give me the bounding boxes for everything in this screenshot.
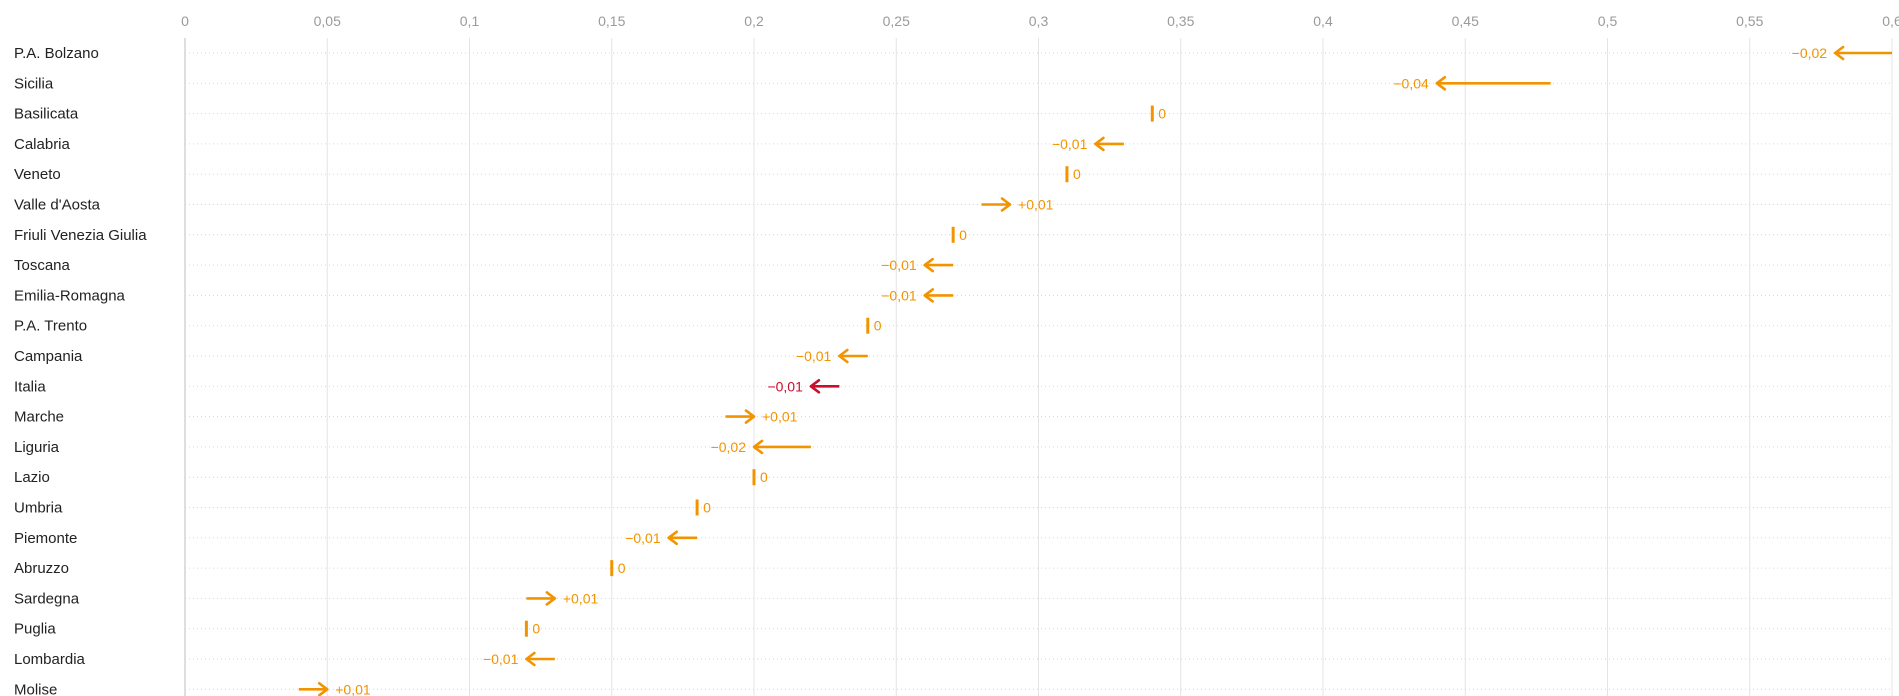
row-label: Emilia-Romagna <box>14 287 126 304</box>
row-label: Sicilia <box>14 75 54 92</box>
change-arrow-head <box>1435 76 1447 91</box>
change-arrow-head <box>1000 197 1012 212</box>
change-arrow-head <box>1094 136 1105 152</box>
x-tick-label: 0 <box>181 13 189 29</box>
change-arrow-head <box>923 257 935 273</box>
row-label: Lazio <box>14 469 50 486</box>
change-label: 0 <box>874 318 882 334</box>
change-label: −0,01 <box>483 651 519 667</box>
row-label: Calabria <box>14 136 71 153</box>
row-label: Basilicata <box>14 106 79 123</box>
x-tick-label: 0,35 <box>1167 13 1194 29</box>
change-arrow-head <box>923 288 935 303</box>
change-arrow-head <box>317 681 329 696</box>
change-label: 0 <box>1158 106 1166 122</box>
row-label: Friuli Venezia Giulia <box>14 227 147 244</box>
change-label: 0 <box>760 469 768 485</box>
row-label: Molise <box>14 681 57 696</box>
change-label: 0 <box>703 500 711 516</box>
row-label: Valle d'Aosta <box>14 197 101 214</box>
x-tick-label: 0,3 <box>1029 13 1049 29</box>
row-label: Liguria <box>14 439 60 456</box>
change-label: −0,02 <box>1792 45 1828 61</box>
change-label: +0,01 <box>762 409 798 425</box>
row-label: Toscana <box>14 257 71 274</box>
change-arrow-head <box>809 378 821 394</box>
change-label: −0,01 <box>881 257 917 273</box>
change-label: −0,01 <box>767 378 803 394</box>
x-axis-ticks: 0 0,05 0,1 0,15 0,2 0,25 0,3 0,35 0,4 0,45 0,5 0,55… <box>181 13 1899 29</box>
change-label: +0,01 <box>335 681 371 696</box>
x-tick-label: 0,6 <box>1882 13 1899 29</box>
change-label: 0 <box>1073 166 1081 182</box>
row-label: Veneto <box>14 166 61 183</box>
change-label: +0,01 <box>563 590 599 606</box>
change-arrow-head <box>752 439 764 455</box>
chart-rows: P.A. Bolzano −0,02 Sicilia −0,04 Basilicata 0… <box>14 45 1892 696</box>
row-label: Italia <box>14 378 46 395</box>
x-tick-label: 0,15 <box>598 13 625 29</box>
x-tick-label: 0,1 <box>460 13 480 29</box>
change-arrow-head <box>525 651 536 667</box>
row-label: Lombardia <box>14 651 86 668</box>
change-label: −0,01 <box>796 348 832 364</box>
change-label: −0,01 <box>881 287 917 303</box>
row-label: Marche <box>14 409 64 426</box>
change-arrow-head <box>545 591 557 606</box>
change-label: −0,02 <box>711 439 747 455</box>
row-label: Abruzzo <box>14 560 69 577</box>
change-arrow-head <box>744 409 756 424</box>
x-tick-label: 0,25 <box>883 13 910 29</box>
x-tick-label: 0,05 <box>314 13 341 29</box>
change-arrow-head <box>667 530 678 546</box>
gridlines <box>184 38 1893 696</box>
change-label: −0,01 <box>1052 136 1088 152</box>
x-tick-label: 0,4 <box>1313 13 1333 29</box>
change-arrow-head <box>838 348 849 364</box>
row-label: P.A. Trento <box>14 318 87 335</box>
row-label: Campania <box>14 348 83 365</box>
x-tick-label: 0,55 <box>1736 13 1763 29</box>
change-arrow-head <box>1833 45 1845 61</box>
row-label: Puglia <box>14 621 56 638</box>
x-tick-label: 0,2 <box>744 13 764 29</box>
change-label: −0,04 <box>1393 75 1429 91</box>
row-label: Sardegna <box>14 590 80 607</box>
change-label: 0 <box>959 227 967 243</box>
change-label: 0 <box>532 621 540 637</box>
row-label: Piemonte <box>14 530 77 547</box>
change-label: 0 <box>618 560 626 576</box>
x-tick-label: 0,45 <box>1452 13 1479 29</box>
change-label: −0,01 <box>625 530 661 546</box>
change-label: +0,01 <box>1018 197 1054 213</box>
row-label: Umbria <box>14 500 63 517</box>
row-label: P.A. Bolzano <box>14 45 99 62</box>
x-tick-label: 0,5 <box>1598 13 1618 29</box>
